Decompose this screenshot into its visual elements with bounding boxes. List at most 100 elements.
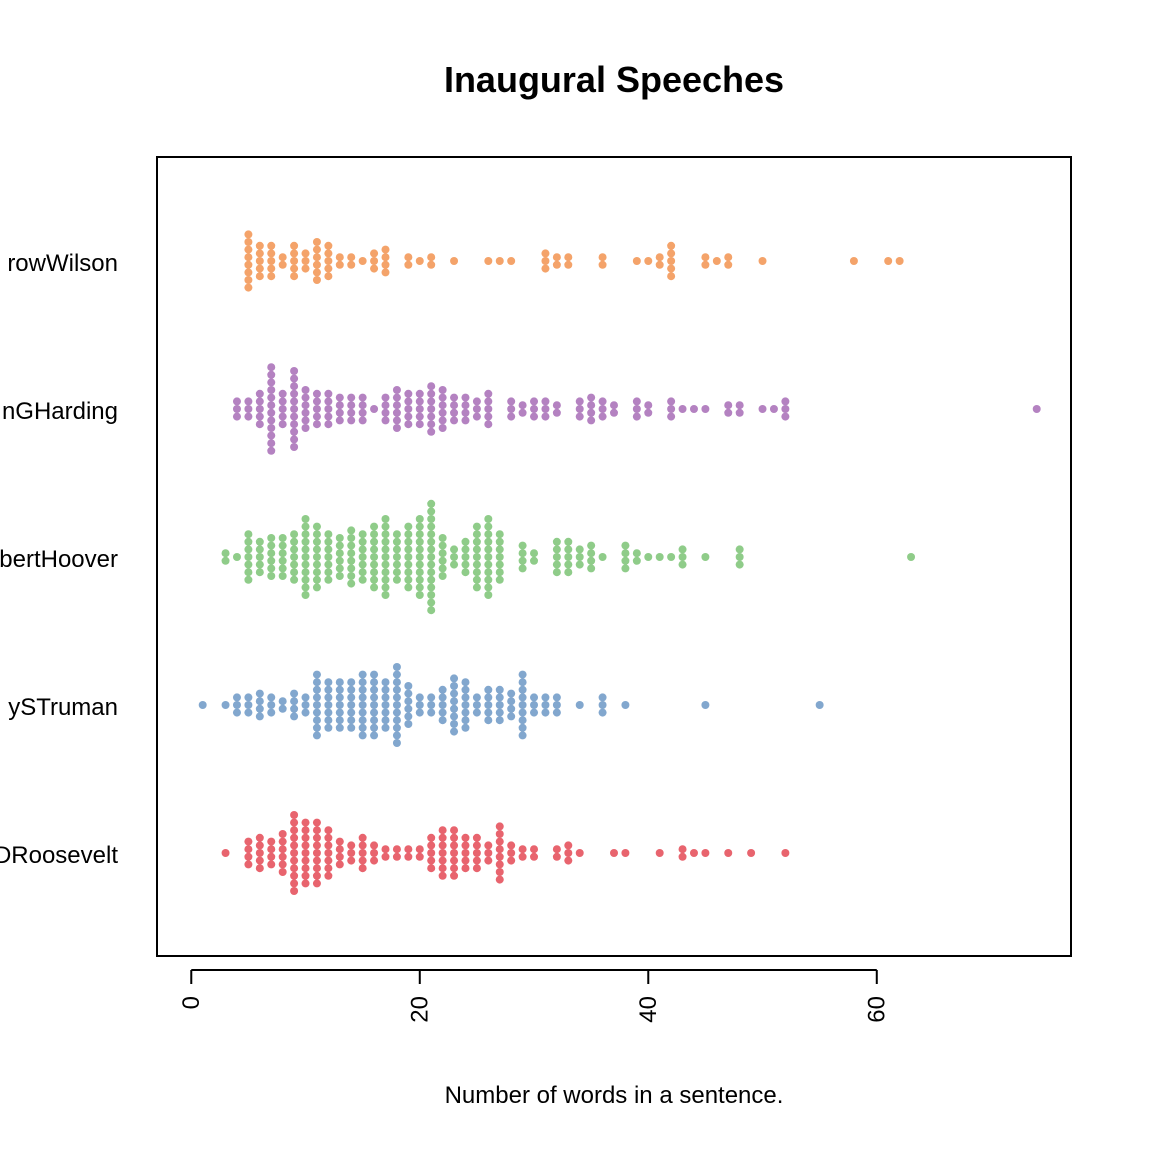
data-point xyxy=(495,852,504,861)
data-point xyxy=(667,412,676,421)
data-point xyxy=(324,678,333,687)
data-point xyxy=(450,849,459,857)
data-point xyxy=(472,708,481,717)
data-point xyxy=(552,545,561,554)
data-point xyxy=(301,257,310,265)
data-point xyxy=(290,553,299,561)
data-point xyxy=(244,568,253,577)
data-point xyxy=(255,405,264,413)
data-point xyxy=(290,818,299,827)
data-point xyxy=(221,701,230,709)
data-point xyxy=(267,837,276,846)
data-point xyxy=(312,841,321,850)
data-point xyxy=(495,822,504,831)
data-point xyxy=(290,405,299,413)
data-point xyxy=(461,568,470,577)
data-point xyxy=(530,412,539,421)
data-point xyxy=(290,272,299,281)
data-point xyxy=(267,378,276,387)
data-point xyxy=(438,871,447,880)
data-point xyxy=(278,405,287,413)
data-point xyxy=(324,856,333,865)
data-point xyxy=(450,697,459,706)
data-point xyxy=(370,583,379,592)
data-point xyxy=(507,397,516,406)
data-point xyxy=(495,830,504,838)
data-point xyxy=(278,572,287,580)
data-point xyxy=(438,716,447,725)
data-point xyxy=(312,397,321,406)
data-point xyxy=(381,583,390,592)
data-point xyxy=(564,841,573,850)
data-point xyxy=(667,272,676,281)
data-point xyxy=(244,276,253,284)
data-point xyxy=(255,264,264,273)
data-point xyxy=(312,864,321,873)
data-point xyxy=(312,678,321,687)
data-point xyxy=(335,708,344,717)
data-point xyxy=(667,249,676,258)
data-point xyxy=(278,845,287,854)
data-point xyxy=(621,541,630,550)
data-point xyxy=(278,534,287,542)
data-point xyxy=(255,856,264,865)
data-point xyxy=(358,553,367,561)
data-point xyxy=(347,541,356,550)
data-point xyxy=(358,833,367,842)
data-point xyxy=(621,564,630,573)
data-point xyxy=(278,860,287,869)
data-point xyxy=(632,405,641,413)
data-point xyxy=(884,257,893,265)
data-point xyxy=(381,852,390,861)
data-point xyxy=(290,575,299,584)
data-point xyxy=(370,731,379,740)
data-point xyxy=(381,530,390,539)
data-point xyxy=(312,708,321,717)
data-point xyxy=(438,393,447,402)
data-point xyxy=(347,708,356,717)
data-point xyxy=(621,701,630,709)
data-point xyxy=(541,405,550,413)
data-point xyxy=(392,575,401,584)
data-point xyxy=(324,723,333,732)
data-point xyxy=(358,401,367,410)
data-point xyxy=(324,530,333,539)
data-point xyxy=(255,849,264,857)
data-point xyxy=(507,712,516,721)
data-point xyxy=(244,860,253,869)
data-point xyxy=(324,560,333,569)
data-point xyxy=(404,704,413,713)
data-point xyxy=(564,856,573,865)
data-point xyxy=(632,556,641,565)
data-point xyxy=(438,534,447,542)
data-point xyxy=(415,522,424,531)
data-point xyxy=(347,579,356,588)
data-point xyxy=(232,412,241,421)
data-point xyxy=(415,420,424,429)
data-point xyxy=(301,537,310,546)
data-point xyxy=(392,693,401,702)
data-point xyxy=(370,545,379,554)
data-point xyxy=(518,708,527,717)
data-point xyxy=(404,689,413,698)
data-point xyxy=(290,887,299,895)
data-point xyxy=(335,416,344,425)
data-point xyxy=(290,826,299,835)
data-point xyxy=(598,412,607,421)
data-point xyxy=(244,245,253,254)
y-category-label: nGHarding xyxy=(2,398,118,425)
data-point xyxy=(438,849,447,857)
data-point xyxy=(301,833,310,842)
data-point xyxy=(312,412,321,421)
data-point xyxy=(381,553,390,561)
data-point xyxy=(301,424,310,432)
data-point xyxy=(255,560,264,569)
data-point xyxy=(450,864,459,873)
data-point xyxy=(358,393,367,402)
data-point xyxy=(484,685,493,694)
data-point xyxy=(427,591,436,599)
data-point xyxy=(312,238,321,246)
data-point xyxy=(552,553,561,561)
data-point xyxy=(358,864,367,873)
data-point xyxy=(404,583,413,592)
